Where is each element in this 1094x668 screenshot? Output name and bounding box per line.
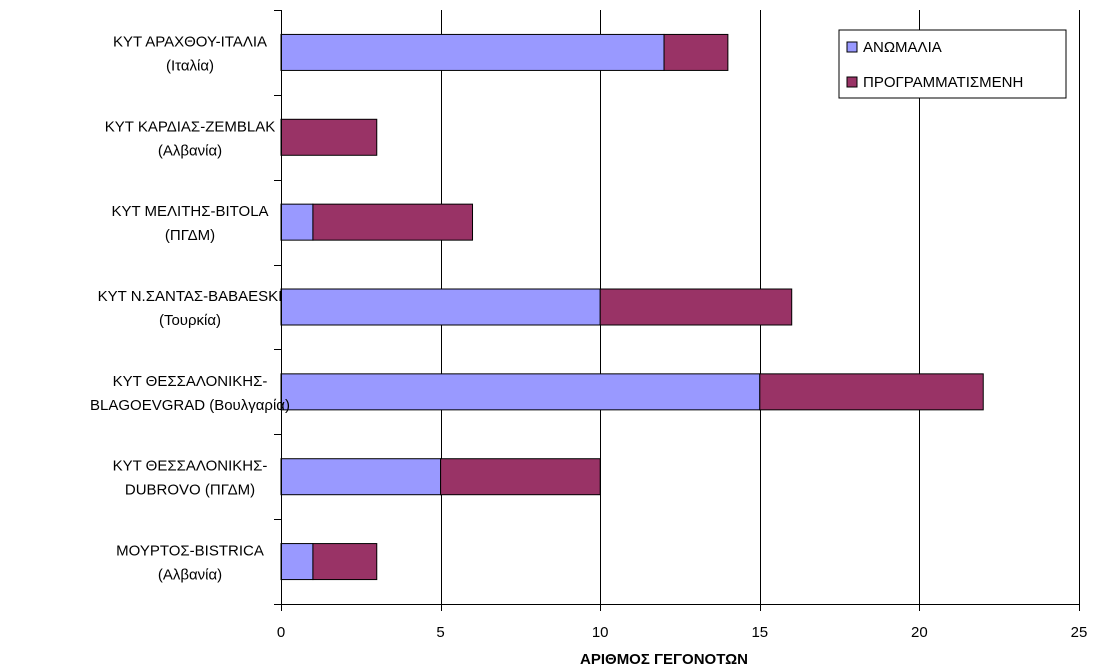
x-tick-label-25: 25 xyxy=(1071,624,1088,641)
bar-anomaly-5 xyxy=(280,458,442,496)
bars xyxy=(280,33,984,581)
category-label-line-1: BLAGOEVGRAD (Βουλγαρία) xyxy=(90,397,290,414)
legend-swatch-anomaly xyxy=(846,41,858,53)
category-label-line-0: ΚΥΤ ΜΕΛΙΤΗΣ-BITOLA xyxy=(111,203,268,220)
x-tick-label-15: 15 xyxy=(751,624,768,641)
legend-label-scheduled: ΠΡΟΓΡΑΜΜΑΤΙΣΜΕΝΗ xyxy=(863,74,1023,91)
category-label-line-0: ΚΥΤ ΚΑΡΔΙΑΣ-ZEMBLAK xyxy=(105,118,275,135)
category-label-line-0: ΚΥΤ ΘΕΣΣΑΛΟΝΙΚΗΣ- xyxy=(113,458,268,475)
bar-anomaly-4 xyxy=(280,373,761,411)
category-label-4: ΚΥΤ ΘΕΣΣΑΛΟΝΙΚΗΣ- BLAGOEVGRAD (Βουλγαρία) xyxy=(90,373,290,414)
category-label-line-1: (Τουρκία) xyxy=(159,312,221,329)
bar-scheduled-0 xyxy=(663,33,729,71)
category-label-1: ΚΥΤ ΚΑΡΔΙΑΣ-ZEMBLAK (Αλβανία) xyxy=(105,118,275,159)
x-tick-label-20: 20 xyxy=(911,624,928,641)
category-label-line-0: ΚΥΤ ΑΡΑΧΘΟΥ-ΙΤΑΛΙΑ xyxy=(113,33,267,50)
legend: ΑΝΩΜΑΛΙΑ ΠΡΟΓΡΑΜΜΑΤΙΣΜΕΝΗ xyxy=(838,29,1067,99)
legend-swatch-scheduled xyxy=(846,76,858,88)
category-label-line-0: ΚΥΤ ΘΕΣΣΑΛΟΝΙΚΗΣ- xyxy=(113,373,268,390)
bar-anomaly-3 xyxy=(280,288,601,326)
category-label-line-1: (Αλβανία) xyxy=(158,142,222,159)
axes xyxy=(274,10,1080,611)
legend-label-anomaly: ΑΝΩΜΑΛΙΑ xyxy=(863,39,942,56)
category-label-5: ΚΥΤ ΘΕΣΣΑΛΟΝΙΚΗΣ- DUBROVO (ΠΓΔΜ) xyxy=(113,458,268,499)
category-label-3: ΚΥΤ Ν.ΣΑΝΤΑΣ-BABAESKI (Τουρκία) xyxy=(98,288,283,329)
category-label-2: ΚΥΤ ΜΕΛΙΤΗΣ-BITOLA (ΠΓΔΜ) xyxy=(111,203,268,244)
bar-anomaly-0 xyxy=(280,33,665,71)
bar-anomaly-2 xyxy=(280,203,314,241)
category-label-line-0: ΚΥΤ Ν.ΣΑΝΤΑΣ-BABAESKI xyxy=(98,288,283,305)
bar-scheduled-3 xyxy=(599,288,793,326)
x-tick-label-10: 10 xyxy=(592,624,609,641)
category-label-6: ΜΟΥΡΤΟΣ-BISTRICA (Αλβανία) xyxy=(116,543,264,584)
category-labels: ΚΥΤ ΑΡΑΧΘΟΥ-ΙΤΑΛΙΑ (Ιταλία) ΚΥΤ ΚΑΡΔΙΑΣ-ZE… xyxy=(90,33,290,583)
legend-frame xyxy=(838,29,1067,99)
bar-scheduled-6 xyxy=(312,543,378,581)
bar-scheduled-5 xyxy=(440,458,601,496)
category-label-0: ΚΥΤ ΑΡΑΧΘΟΥ-ΙΤΑΛΙΑ (Ιταλία) xyxy=(113,33,267,74)
bar-scheduled-1 xyxy=(280,118,378,156)
category-label-line-1: DUBROVO (ΠΓΔΜ) xyxy=(125,482,255,499)
x-tick-label-5: 5 xyxy=(436,624,444,641)
category-label-line-1: (ΠΓΔΜ) xyxy=(165,227,215,244)
x-axis-title: ΑΡΙΘΜΟΣ ΓΕΓΟΝΟΤΩΝ xyxy=(580,651,748,668)
category-label-line-0: ΜΟΥΡΤΟΣ-BISTRICA xyxy=(116,543,264,560)
x-tick-labels: 0 5 10 15 20 25 xyxy=(277,624,1088,641)
category-label-line-1: (Αλβανία) xyxy=(158,567,222,584)
x-tick-label-0: 0 xyxy=(277,624,285,641)
bar-scheduled-4 xyxy=(759,373,984,411)
bar-anomaly-6 xyxy=(280,543,314,581)
category-label-line-1: (Ιταλία) xyxy=(166,57,214,74)
bar-scheduled-2 xyxy=(312,203,474,241)
